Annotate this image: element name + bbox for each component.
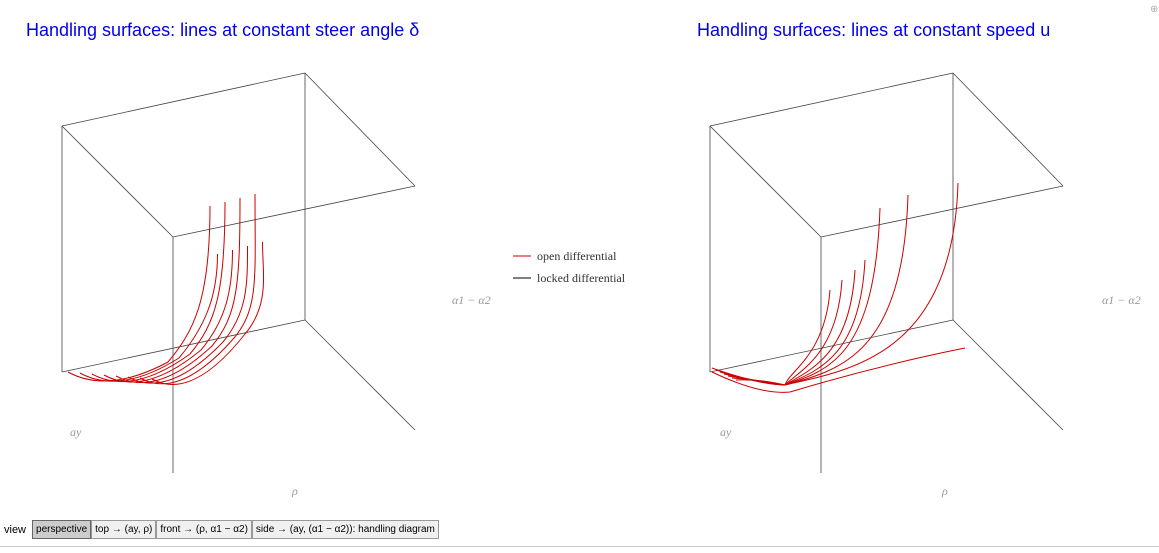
curve — [784, 269, 856, 386]
curve — [91, 201, 226, 383]
box-edge — [952, 319, 1064, 431]
axis-label: ay — [70, 425, 82, 439]
box-edge — [172, 185, 416, 238]
axis-label: ρ — [941, 484, 948, 498]
curve — [151, 241, 265, 385]
curve — [711, 347, 966, 393]
box-edge — [304, 319, 416, 431]
axis-label: ay — [720, 425, 732, 439]
curve — [115, 197, 241, 383]
axis-label: α1 − α2 — [452, 293, 491, 307]
view-controls: view perspective top → (ay, ρ) front → (ρ,… — [4, 520, 439, 539]
curve — [784, 182, 959, 386]
box-edge — [709, 72, 954, 127]
curve — [127, 245, 249, 384]
panel-title: Handling surfaces: lines at constant spe… — [697, 20, 1050, 40]
curve — [784, 207, 881, 386]
box-edge — [709, 319, 954, 373]
curve — [67, 205, 211, 382]
box-edge — [709, 125, 822, 238]
box-edge — [820, 185, 1064, 238]
divider — [0, 546, 1159, 547]
panel-title: Handling surfaces: lines at constant ste… — [26, 20, 419, 40]
view-button[interactable]: side → (ay, (α1 − α2)): handling diagram — [251, 520, 439, 539]
box-edge — [304, 72, 416, 187]
axis-label: α1 − α2 — [1102, 293, 1141, 307]
legend-label: locked differential — [537, 271, 626, 285]
curve — [784, 289, 831, 386]
box-edge — [952, 72, 1064, 187]
close-icon[interactable]: ⊕ — [1150, 4, 1158, 15]
box-edge — [61, 72, 306, 127]
curve — [139, 193, 256, 385]
curve — [735, 379, 786, 386]
axis-label: ρ — [291, 484, 298, 498]
controls-label: view — [4, 523, 27, 536]
view-button[interactable]: perspective — [32, 520, 92, 539]
curves — [67, 182, 966, 393]
box-edge — [61, 125, 174, 238]
legend-label: open differential — [537, 249, 617, 263]
box-edge — [61, 319, 306, 373]
curve — [784, 259, 866, 386]
view-button[interactable]: top → (ay, ρ) — [91, 520, 157, 539]
plot-boxes — [61, 72, 1064, 473]
curve — [784, 279, 843, 386]
curve — [784, 194, 909, 386]
view-button[interactable]: front → (ρ, α1 − α2) — [156, 520, 252, 539]
curve — [79, 253, 218, 382]
curve — [103, 249, 233, 383]
